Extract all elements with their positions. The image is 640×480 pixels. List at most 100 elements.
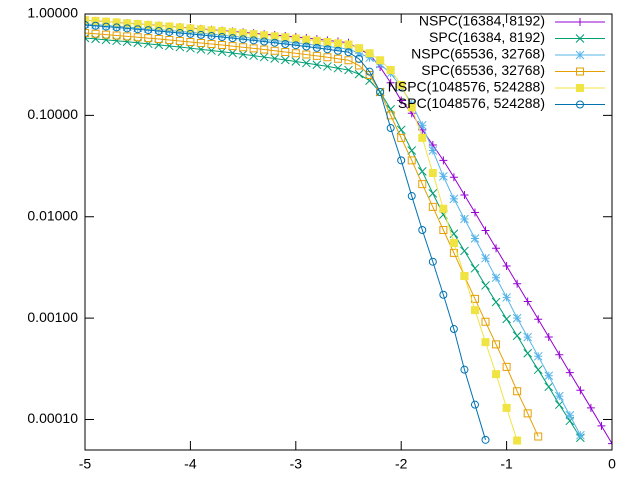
marker — [460, 190, 469, 199]
marker — [344, 48, 353, 57]
marker — [355, 44, 364, 53]
marker — [249, 33, 258, 43]
marker — [333, 46, 342, 55]
marker — [123, 32, 132, 41]
marker — [608, 439, 612, 448]
marker — [175, 36, 184, 45]
marker — [280, 37, 290, 46]
marker — [123, 24, 132, 33]
marker — [576, 18, 584, 26]
marker — [565, 368, 574, 377]
marker — [460, 272, 469, 281]
marker — [239, 43, 248, 52]
marker — [102, 22, 111, 31]
marker — [555, 350, 564, 359]
marker — [439, 204, 448, 213]
x-tick-label: -1 — [500, 456, 513, 472]
marker — [449, 239, 458, 248]
marker — [407, 103, 416, 112]
y-tick-label: 0.00100 — [27, 309, 78, 325]
plot-area — [85, 16, 612, 448]
marker — [85, 28, 89, 37]
legend-label: NSPC(1048576, 524288) — [388, 79, 545, 95]
marker — [492, 370, 501, 379]
marker — [301, 39, 311, 49]
marker — [417, 167, 427, 176]
marker — [207, 39, 216, 48]
marker — [439, 290, 448, 299]
marker — [575, 50, 585, 60]
marker — [470, 306, 479, 315]
marker — [144, 34, 153, 43]
legend-label: NSPC(65536, 32768) — [411, 46, 545, 62]
marker — [344, 40, 353, 49]
marker — [333, 39, 342, 48]
x-tick-label: 0 — [608, 456, 616, 472]
marker — [397, 96, 406, 105]
marker — [186, 37, 195, 46]
marker — [239, 35, 248, 44]
marker — [386, 124, 395, 133]
marker — [228, 31, 237, 41]
marker — [228, 42, 237, 51]
marker — [597, 421, 606, 430]
marker — [365, 53, 374, 63]
y-tick-label: 0.00010 — [27, 410, 78, 426]
marker — [397, 80, 406, 89]
marker — [260, 37, 269, 46]
marker — [428, 169, 437, 178]
marker — [470, 263, 480, 273]
marker — [449, 229, 459, 239]
marker — [576, 84, 584, 92]
marker — [439, 172, 448, 181]
marker — [397, 133, 406, 142]
marker — [512, 331, 522, 341]
marker — [365, 67, 374, 76]
marker — [502, 403, 511, 412]
marker — [576, 430, 585, 440]
marker — [165, 27, 174, 36]
marker — [133, 38, 143, 48]
x-tick-label: -5 — [79, 456, 92, 472]
marker — [439, 156, 448, 165]
marker — [270, 46, 279, 55]
marker — [344, 65, 353, 75]
marker — [91, 34, 100, 44]
marker — [565, 410, 575, 420]
marker — [218, 33, 227, 41]
marker — [470, 234, 480, 243]
marker — [154, 35, 163, 44]
marker — [239, 29, 248, 38]
x-tick-label: -2 — [395, 456, 408, 472]
marker — [270, 32, 279, 41]
legend-label: SPC(1048576, 524288) — [398, 95, 545, 111]
marker — [586, 403, 595, 412]
marker — [196, 30, 205, 39]
marker — [439, 225, 448, 234]
marker — [481, 281, 490, 290]
marker — [323, 62, 332, 71]
marker — [323, 42, 332, 51]
marker — [144, 26, 153, 35]
marker — [228, 28, 237, 37]
marker — [502, 261, 511, 270]
marker — [291, 57, 301, 66]
marker — [502, 293, 511, 302]
marker — [417, 120, 427, 130]
marker — [523, 348, 533, 358]
marker — [407, 146, 417, 155]
marker — [544, 333, 553, 342]
marker — [470, 400, 479, 409]
marker — [312, 36, 321, 45]
marker — [576, 67, 584, 76]
marker — [376, 56, 385, 65]
marker — [175, 28, 184, 37]
marker — [523, 297, 532, 306]
marker — [238, 32, 248, 42]
marker — [217, 47, 227, 57]
marker — [312, 43, 321, 52]
marker — [481, 253, 490, 263]
marker — [133, 33, 142, 42]
marker — [418, 226, 427, 234]
marker — [249, 30, 258, 39]
